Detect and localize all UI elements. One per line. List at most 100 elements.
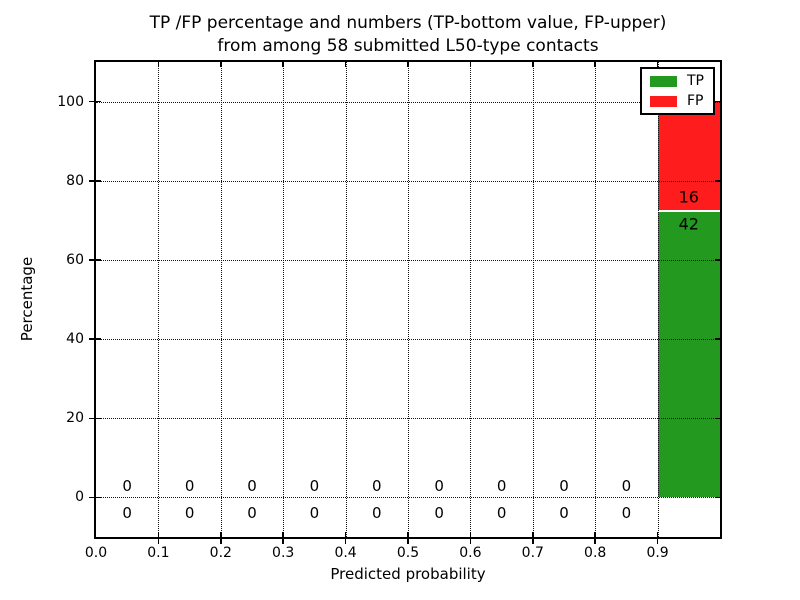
v-gridline [408,62,409,537]
v-gridline [657,62,659,537]
x-tick-outer [344,539,347,544]
fp-count-label: 0 [184,476,195,495]
y-tick-inner-left [96,338,101,340]
x-tick-inner-bottom [157,532,160,537]
y-tick-inner-left [96,100,101,103]
bar-segment-tp [657,210,720,498]
title-line-1: TP /FP percentage and numbers (TP-bottom… [149,13,667,33]
y-tick-label: 60 [66,251,84,268]
v-gridline [595,62,597,537]
y-tick-label: 100 [57,93,84,110]
y-tick-inner-right [715,259,720,261]
fp-count-label: 0 [621,476,632,495]
x-tick-inner-top [656,62,659,67]
x-tick-label: 0.5 [396,545,420,561]
tp-count-label: 0 [184,504,195,523]
tp-count-label: 0 [372,504,382,523]
x-tick-outer [594,539,596,544]
title-line-2: from among 58 submitted L50-type contact… [217,36,599,56]
y-tick-outer [89,180,94,182]
y-tick-inner-right [715,338,720,340]
x-tick-label: 0.7 [521,545,544,561]
tp-count-label: 0 [309,504,320,523]
x-tick-outer [407,539,409,544]
x-tick-inner-bottom [656,532,659,537]
bar-segment-fp [657,101,720,211]
y-tick-outer [89,100,94,103]
x-tick-label: 0.3 [272,545,295,561]
y-tick-inner-right [715,100,720,103]
x-axis-label: Predicted probability [330,565,486,583]
x-tick-outer [532,539,534,544]
v-gridline [220,62,222,537]
x-tick-inner-bottom [594,532,596,537]
v-gridline [470,62,472,537]
fp-legend-label: FP [687,93,704,109]
legend-item-fp: FP [650,94,704,108]
y-tick-inner-left [96,496,101,499]
x-tick-inner-bottom [344,532,347,537]
tp-count-label: 0 [122,504,132,523]
x-tick-label: 0.6 [459,545,482,561]
x-tick-inner-top [157,62,160,67]
x-tick-outer [469,539,472,544]
x-tick-inner-top [220,62,222,67]
fp-count-label: 0 [309,476,320,495]
y-tick-label: 80 [66,172,84,189]
tp-count-label: 0 [559,504,569,523]
fp-count-label: 0 [247,476,257,495]
fp-count-label: 0 [559,476,569,495]
x-tick-inner-bottom [220,532,222,537]
x-tick-label: 0.8 [584,545,607,561]
x-tick-outer [282,539,284,544]
x-tick-outer [157,539,160,544]
y-tick-outer [89,338,94,340]
v-gridline [532,62,534,537]
y-tick-inner-right [715,417,720,419]
tp-count-label: 0 [247,504,257,523]
x-tick-label: 0.9 [646,545,669,561]
fp-count-label: 16 [678,187,699,207]
bar-segment-divider [657,209,720,212]
legend-item-tp: TP [650,74,704,88]
tp-count-label: 0 [434,504,444,523]
x-tick-label: 0.2 [209,545,232,561]
y-tick-label: 0 [75,489,84,506]
x-tick-inner-top [282,62,284,67]
fp-swatch [650,95,677,107]
x-tick-label: 0.1 [147,545,170,561]
tp-swatch [650,75,677,87]
fp-count-label: 0 [372,476,382,495]
x-tick-inner-top [532,62,534,67]
x-tick-inner-top [407,62,409,67]
y-tick-label: 40 [66,331,84,348]
fp-count-label: 0 [434,476,444,495]
x-tick-label: 0.0 [84,545,108,561]
legend: TP FP [640,67,715,115]
x-tick-inner-top [469,62,472,67]
plot-area: TP FP 0 0 0 0 0 0 0 0 0 0 0 0 0 0 0 0 0 0 16 42 [94,60,722,539]
v-gridline [345,62,347,537]
x-tick-outer [220,539,222,544]
y-tick-label: 20 [66,410,84,427]
x-tick-label: 0.4 [334,545,357,561]
tp-count-label: 42 [678,214,699,234]
tp-count-label: 0 [496,504,507,523]
y-tick-inner-right [715,180,720,182]
x-tick-inner-top [594,62,596,67]
y-tick-inner-left [96,417,101,419]
fp-count-label: 0 [496,476,507,495]
x-tick-inner-bottom [282,532,284,537]
y-tick-outer [89,259,94,261]
tp-legend-label: TP [687,73,704,89]
x-tick-outer [656,539,659,544]
x-tick-inner-bottom [469,532,472,537]
y-tick-inner-right [715,496,720,499]
chart-title: TP /FP percentage and numbers (TP-bottom… [96,12,720,58]
v-gridline [158,62,160,537]
y-tick-outer [89,496,94,499]
x-tick-inner-bottom [532,532,534,537]
y-tick-inner-left [96,180,101,182]
y-tick-outer [89,417,94,419]
